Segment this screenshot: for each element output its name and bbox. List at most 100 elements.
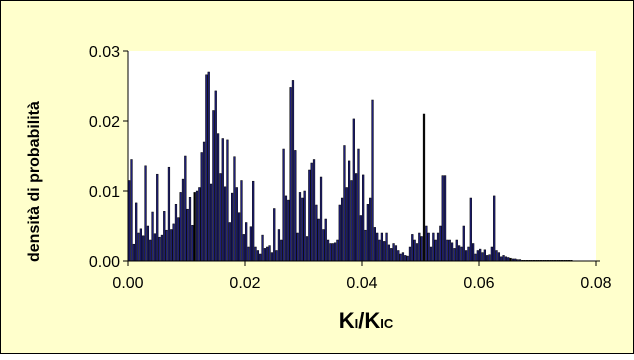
histogram-bar [415, 243, 419, 262]
histogram-bar [340, 197, 344, 262]
histogram-bar [329, 243, 332, 262]
histogram-bar [174, 204, 178, 262]
histogram-bar [401, 252, 405, 262]
histogram-bar [275, 250, 278, 262]
plot-area [128, 51, 596, 261]
histogram-bar [355, 173, 358, 262]
histogram-bar [333, 242, 337, 262]
histogram-bar [364, 229, 367, 262]
histogram-bar [310, 162, 313, 262]
histogram-bar [497, 252, 501, 262]
histogram-bar [198, 187, 201, 262]
histogram-bar [268, 245, 271, 262]
histogram-bar [427, 232, 430, 262]
histogram-bar [490, 246, 493, 262]
histogram-bar [195, 190, 199, 262]
histogram-bar [362, 174, 365, 262]
histogram-bar [160, 234, 164, 262]
histogram-bar [170, 229, 173, 262]
histogram-bar [439, 225, 442, 262]
y-axis-label: densità di probabilità [26, 101, 43, 262]
histogram-bar [474, 253, 477, 262]
histogram-bar [317, 218, 320, 262]
histogram-bar [408, 246, 412, 262]
histogram-bar [352, 118, 355, 262]
histogram-bar [383, 241, 386, 262]
histogram-bar [223, 186, 227, 262]
histogram-bar [469, 197, 472, 262]
histogram-bar [495, 250, 498, 262]
histogram-bar [261, 234, 264, 262]
histogram-bar [259, 253, 262, 262]
histogram-bar [308, 169, 311, 262]
histogram-bar [500, 256, 503, 262]
x-tick-label: 0.04 [346, 275, 377, 292]
x-tick-label: 0.02 [229, 275, 260, 292]
histogram-bar [177, 217, 180, 262]
histogram-bar [151, 211, 154, 262]
histogram-bar [193, 192, 196, 262]
bars-group [128, 71, 573, 262]
histogram-bar [326, 239, 330, 262]
histogram-bar [319, 176, 323, 262]
histogram-bar [247, 246, 250, 262]
histogram-bar [219, 173, 222, 262]
histogram-bar [153, 233, 157, 262]
histogram-bar [303, 190, 306, 262]
histogram-bar [305, 236, 309, 262]
histogram-bar [235, 187, 238, 262]
histogram-bar [357, 148, 360, 262]
histogram-bar [392, 243, 395, 262]
histogram-bar [366, 204, 369, 262]
histogram-bar [142, 235, 145, 262]
histogram-bar [324, 218, 327, 262]
histogram-bar [443, 175, 447, 262]
histogram-bar [404, 255, 407, 262]
histogram-bar [493, 195, 496, 262]
histogram-bar [296, 232, 299, 262]
histogram-bar [336, 239, 339, 262]
histogram-bar [273, 208, 276, 262]
histogram-bar [472, 243, 475, 262]
histogram-bar [301, 197, 304, 262]
histogram-bar [270, 252, 274, 262]
histogram-bar [287, 199, 290, 262]
histogram-bar [146, 225, 150, 262]
histogram-bar [291, 80, 295, 262]
histogram-bar [263, 248, 267, 262]
x-axis-label-text: KI/KIC [338, 308, 394, 333]
x-tick-label: 0.08 [580, 275, 611, 292]
histogram-bar [502, 255, 505, 262]
histogram-bar [205, 74, 208, 262]
histogram-bar [191, 225, 194, 262]
histogram-bar [156, 173, 159, 262]
histogram-bar [207, 71, 210, 262]
histogram-bar [453, 248, 456, 262]
histogram-bar [411, 234, 414, 262]
histogram-bar [322, 229, 325, 262]
histogram-bar [294, 150, 297, 262]
histogram-bar [312, 159, 316, 262]
histogram-bar [209, 183, 213, 262]
histogram-bar [345, 187, 348, 262]
histogram-bar [350, 180, 353, 262]
histogram-bar [282, 148, 285, 262]
histogram-bar [212, 110, 215, 262]
histogram-bar [441, 175, 444, 262]
histogram-bar [460, 246, 463, 262]
histogram-bar [420, 236, 423, 262]
histogram-bar [373, 227, 376, 262]
histogram-bar [228, 222, 231, 262]
histogram-bar [266, 246, 269, 262]
histogram-bar [139, 228, 142, 262]
histogram-bar [406, 255, 409, 262]
histogram-bar [252, 180, 255, 262]
histogram-bar [486, 255, 489, 262]
histogram-bar [289, 87, 292, 262]
histogram-bar [242, 234, 245, 262]
histogram-bar [128, 180, 131, 262]
histogram-bar [429, 246, 433, 262]
histogram-bar [165, 229, 168, 262]
histogram-bar [467, 246, 470, 262]
